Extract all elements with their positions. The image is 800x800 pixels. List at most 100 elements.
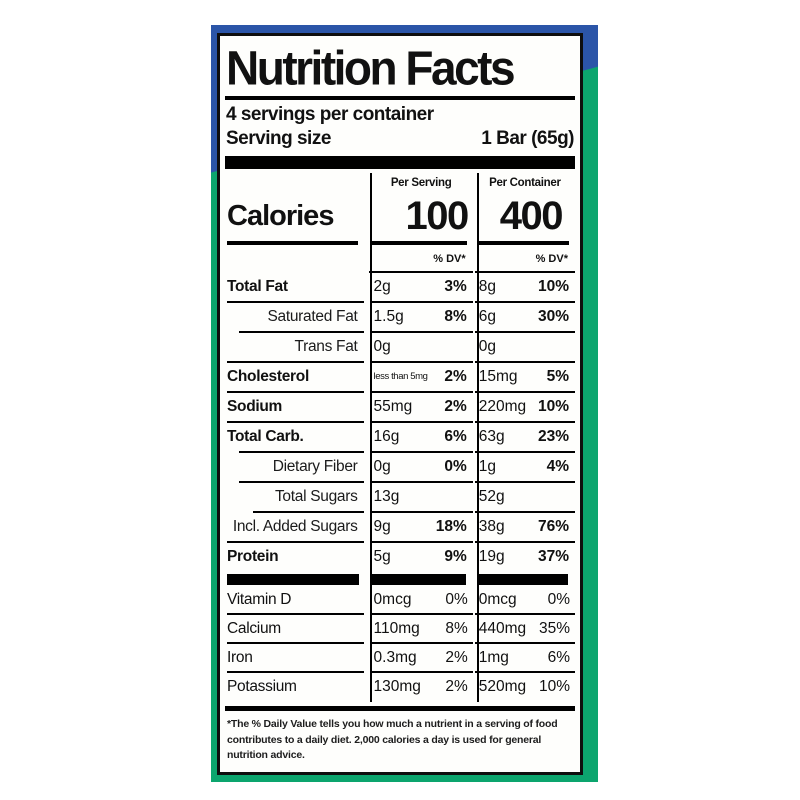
daily-value bbox=[569, 483, 575, 511]
calories-underline bbox=[227, 241, 358, 245]
footnote-divider bbox=[225, 706, 575, 711]
daily-value: 5% bbox=[546, 368, 569, 385]
row-line bbox=[227, 301, 364, 303]
daily-value: 23% bbox=[537, 428, 569, 445]
nutrient-name: Protein bbox=[227, 548, 279, 565]
per-serving-cell: 0mcg 0% bbox=[369, 586, 473, 615]
amount: 5g bbox=[373, 548, 391, 565]
row-sodium: Sodium 55mg 2% 220mg 10% bbox=[225, 393, 575, 423]
per-serving-cell: 5g 9% bbox=[370, 543, 473, 573]
amount: 0g bbox=[373, 458, 391, 475]
amount: 6g bbox=[478, 308, 496, 325]
nutrient-name-cell: Cholesterol bbox=[225, 363, 368, 393]
daily-value: 2% bbox=[444, 398, 467, 415]
calories-per-container: 400 bbox=[499, 194, 564, 238]
per-container-cell: 0g bbox=[474, 333, 575, 363]
calories-label-cell: Calories bbox=[225, 193, 368, 247]
row-line bbox=[253, 511, 364, 513]
row-line bbox=[227, 642, 364, 644]
row-trans-fat: Trans Fat 0g 0g bbox=[225, 333, 575, 363]
nutrient-name-cell: Iron bbox=[225, 644, 368, 673]
row-potassium: Potassium 130mg 2% 520mg 10% bbox=[225, 673, 575, 702]
protein-divider-row bbox=[225, 573, 575, 586]
row-line bbox=[227, 671, 364, 673]
nutrient-name: Total Fat bbox=[227, 278, 288, 295]
column-header-row: Per Serving Per Container bbox=[225, 173, 575, 193]
row-line bbox=[239, 481, 364, 483]
daily-value: 10% bbox=[537, 398, 569, 415]
amount: 13g bbox=[373, 488, 400, 505]
amount: 9g bbox=[373, 518, 391, 535]
daily-value: 10% bbox=[538, 678, 570, 695]
amount: 0mcg bbox=[373, 591, 412, 608]
daily-value: 37% bbox=[537, 548, 569, 565]
amount: 52g bbox=[478, 488, 505, 505]
amount: 15mg bbox=[478, 368, 518, 385]
amount: 130mg bbox=[373, 678, 421, 695]
per-serving-cell: 0.3mg 2% bbox=[369, 644, 473, 673]
nutrition-table: Per Serving Per Container Calories 100 4… bbox=[225, 173, 575, 702]
per-container-cell: 63g 23% bbox=[474, 423, 575, 453]
calories-per-serving-cell: 100 bbox=[370, 193, 473, 247]
daily-value: 2% bbox=[445, 678, 468, 695]
amount: 520mg bbox=[478, 678, 527, 695]
daily-value: 3% bbox=[444, 278, 467, 295]
daily-value: 18% bbox=[435, 518, 467, 535]
row-added-sugars: Incl. Added Sugars 9g 18% 38g 76% bbox=[225, 513, 575, 543]
per-serving-cell: 9g 18% bbox=[369, 513, 473, 543]
per-container-cell: 19g 37% bbox=[475, 543, 575, 573]
nutrient-name: Iron bbox=[227, 649, 253, 666]
daily-value: 0% bbox=[445, 591, 468, 608]
nutrient-name-cell: Calcium bbox=[225, 615, 368, 644]
daily-value: 6% bbox=[444, 428, 467, 445]
nutrient-name-cell: Vitamin D bbox=[225, 586, 368, 615]
amount: 38g bbox=[478, 518, 505, 535]
row-total-fat: Total Fat 2g 3% 8g 10% bbox=[225, 273, 575, 303]
per-container-cell: 38g 76% bbox=[474, 513, 575, 543]
per-container-cell: 0mcg 0% bbox=[474, 586, 575, 615]
row-vitamin-d: Vitamin D 0mcg 0% 0mcg 0% bbox=[225, 586, 575, 615]
nutrient-name: Sodium bbox=[227, 398, 283, 415]
divider-bar bbox=[476, 574, 568, 585]
nutrient-name-cell: Dietary Fiber bbox=[225, 453, 368, 483]
section-divider-thick bbox=[225, 156, 575, 169]
per-container-cell: 6g 30% bbox=[474, 303, 575, 333]
daily-value: 2% bbox=[445, 649, 468, 666]
row-dietary-fiber: Dietary Fiber 0g 0% 1g 4% bbox=[225, 453, 575, 483]
per-container-cell: 520mg 10% bbox=[475, 673, 575, 702]
daily-value: 10% bbox=[537, 278, 569, 295]
row-line bbox=[227, 361, 364, 363]
amount: 0mcg bbox=[478, 591, 517, 608]
amount: 1.5g bbox=[373, 308, 404, 325]
per-serving-cell: 16g 6% bbox=[369, 423, 473, 453]
amount: less than 5mg bbox=[373, 371, 428, 382]
header-spacer bbox=[225, 173, 368, 193]
amount: 2g bbox=[373, 278, 391, 295]
row-line bbox=[227, 391, 364, 393]
daily-value: 2% bbox=[444, 368, 467, 385]
per-container-cell: 1g 4% bbox=[474, 453, 575, 483]
nutrient-name: Dietary Fiber bbox=[272, 458, 358, 475]
row-line bbox=[239, 331, 364, 333]
per-container-cell: 8g 10% bbox=[474, 273, 575, 303]
nutrient-name-cell: Total Fat bbox=[225, 273, 368, 303]
per-container-cell: 440mg 35% bbox=[474, 615, 575, 644]
per-serving-cell: 2g 3% bbox=[369, 273, 473, 303]
row-cholesterol: Cholesterol less than 5mg 2% 15mg 5% bbox=[225, 363, 575, 393]
nutrient-name: Vitamin D bbox=[227, 591, 292, 608]
daily-value: 0% bbox=[444, 458, 467, 475]
column-separator-1 bbox=[370, 173, 372, 702]
row-total-sugars: Total Sugars 13g 52g bbox=[225, 483, 575, 513]
nutrient-name: Incl. Added Sugars bbox=[232, 518, 358, 535]
nutrient-name-cell: Potassium bbox=[225, 673, 368, 702]
amount: 110mg bbox=[373, 620, 420, 637]
per-serving-cell: 55mg 2% bbox=[369, 393, 473, 423]
row-total-carb: Total Carb. 16g 6% 63g 23% bbox=[225, 423, 575, 453]
per-container-header: Per Container bbox=[489, 177, 561, 189]
serving-size-value: 1 Bar (65g) bbox=[481, 128, 574, 149]
daily-value: 6% bbox=[547, 649, 570, 666]
per-container-cell: 220mg 10% bbox=[474, 393, 575, 423]
amount: 0.3mg bbox=[373, 649, 417, 666]
calories-label: Calories bbox=[227, 200, 334, 232]
